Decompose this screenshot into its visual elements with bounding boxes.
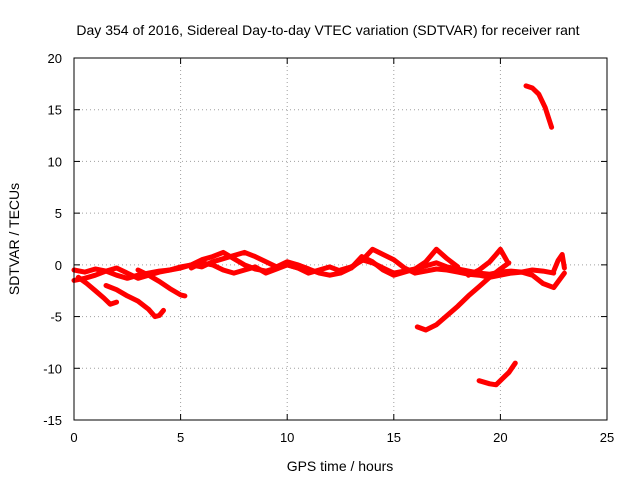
x-tick-label: 10: [280, 430, 294, 445]
series-line: [135, 267, 188, 299]
series-line: [476, 360, 518, 388]
x-tick-label: 0: [70, 430, 77, 445]
series-line: [523, 83, 555, 130]
y-tick-label: -5: [50, 310, 62, 325]
y-axis-label: SDTVAR / TECUs: [6, 183, 22, 295]
y-tick-label: 5: [55, 206, 62, 221]
x-tick-label: 20: [493, 430, 507, 445]
x-tick-label: 25: [600, 430, 614, 445]
series-line: [295, 246, 461, 278]
series-line: [71, 249, 301, 283]
y-tick-label: 0: [55, 258, 62, 273]
y-tick-label: -10: [43, 361, 62, 376]
grid: [74, 58, 607, 420]
y-tick-label: 10: [48, 154, 62, 169]
x-tick-labels: 0 5 10 15 20 25: [70, 430, 614, 445]
x-axis-label: GPS time / hours: [287, 458, 394, 474]
y-tick-labels: -15 -10 -5 0 5 10 15 20: [43, 51, 62, 428]
series-line: [551, 252, 567, 274]
plot-frame: [73, 57, 608, 421]
series-line: [103, 283, 166, 320]
series-group: [71, 83, 567, 388]
y-tick-label: 15: [48, 103, 62, 118]
x-tick-label: 5: [177, 430, 184, 445]
series-line: [414, 260, 512, 333]
series-line: [338, 246, 567, 291]
chart-title: Day 354 of 2016, Sidereal Day-to-day VTE…: [76, 22, 579, 38]
ticks: [73, 57, 608, 421]
series-line: [465, 246, 510, 278]
y-tick-label: 20: [48, 51, 62, 66]
y-tick-label: -15: [43, 413, 62, 428]
series-line: [75, 274, 120, 307]
x-tick-label: 15: [387, 430, 401, 445]
